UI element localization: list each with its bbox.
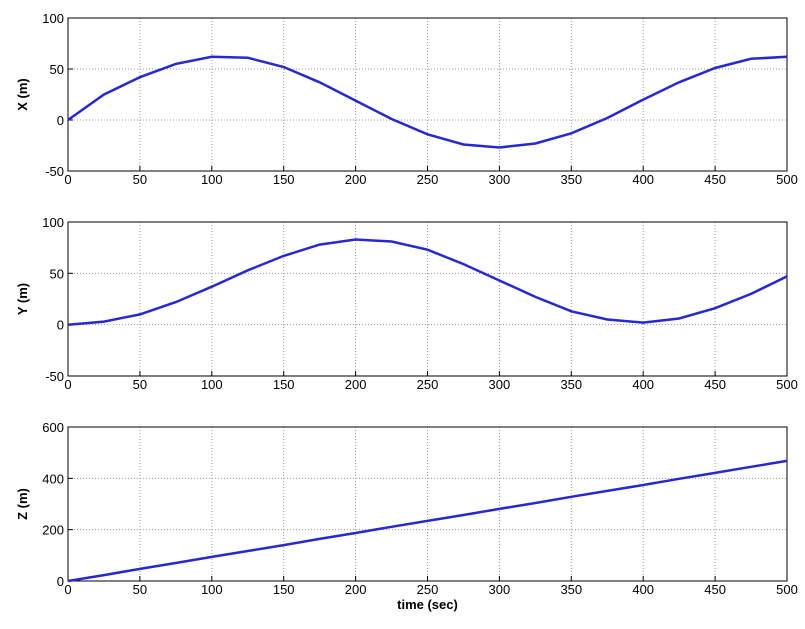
y-tick-label: 400 [42,471,64,486]
x-tick-label: 0 [64,377,71,392]
x-tick-label: 450 [704,377,726,392]
y-axis-label: Z (m) [15,488,30,520]
y-tick-label: 50 [50,266,64,281]
x-tick-label: 50 [133,377,147,392]
plot-frame [67,426,788,582]
x-tick-label: 50 [133,172,147,187]
y-tick-label: 100 [42,215,64,230]
y-axis-label: X (m) [15,78,30,111]
x-tick-label: 0 [64,172,71,187]
x-tick-label: 150 [273,172,295,187]
data-line [67,459,788,583]
x-tick-label: 50 [133,582,147,597]
x-tick-label: 300 [489,172,511,187]
x-tick-label: 350 [560,172,582,187]
x-tick-label: 200 [345,582,367,597]
x-tick-label: 500 [776,172,798,187]
x-tick-label: 350 [560,582,582,597]
x-tick-label: 450 [704,582,726,597]
x-tick-label: 300 [489,377,511,392]
data-line [67,238,788,326]
plot-area [68,427,787,581]
x-tick-label: 250 [417,582,439,597]
y-axis-label: Y (m) [15,283,30,315]
plot-area [68,222,787,376]
x-tick-label: 300 [489,582,511,597]
data-line [67,55,788,149]
x-tick-label: 400 [632,377,654,392]
x-tick-label: 0 [64,582,71,597]
y-tick-label: -50 [45,164,64,179]
x-tick-label: 500 [776,582,798,597]
x-tick-label: 500 [776,377,798,392]
y-tick-label: 50 [50,62,64,77]
plot-frame [67,17,788,172]
plot-frame [67,221,788,377]
x-tick-label: 400 [632,582,654,597]
y-tick-label: 0 [57,113,64,128]
x-tick-label: 200 [345,172,367,187]
x-tick-label: 100 [201,172,223,187]
x-tick-label: 250 [417,172,439,187]
y-tick-label: 600 [42,420,64,435]
y-tick-label: -50 [45,369,64,384]
x-tick-label: 400 [632,172,654,187]
y-tick-label: 0 [57,318,64,333]
x-tick-label: 150 [273,582,295,597]
x-tick-label: 100 [201,582,223,597]
x-tick-label: 450 [704,172,726,187]
x-tick-label: 350 [560,377,582,392]
plot-area [68,18,787,171]
x-tick-label: 100 [201,377,223,392]
x-tick-label: 250 [417,377,439,392]
x-tick-label: 150 [273,377,295,392]
y-tick-label: 100 [42,11,64,26]
y-tick-label: 0 [57,574,64,589]
x-tick-label: 200 [345,377,367,392]
x-axis-label: time (sec) [397,597,458,612]
y-tick-label: 200 [42,523,64,538]
